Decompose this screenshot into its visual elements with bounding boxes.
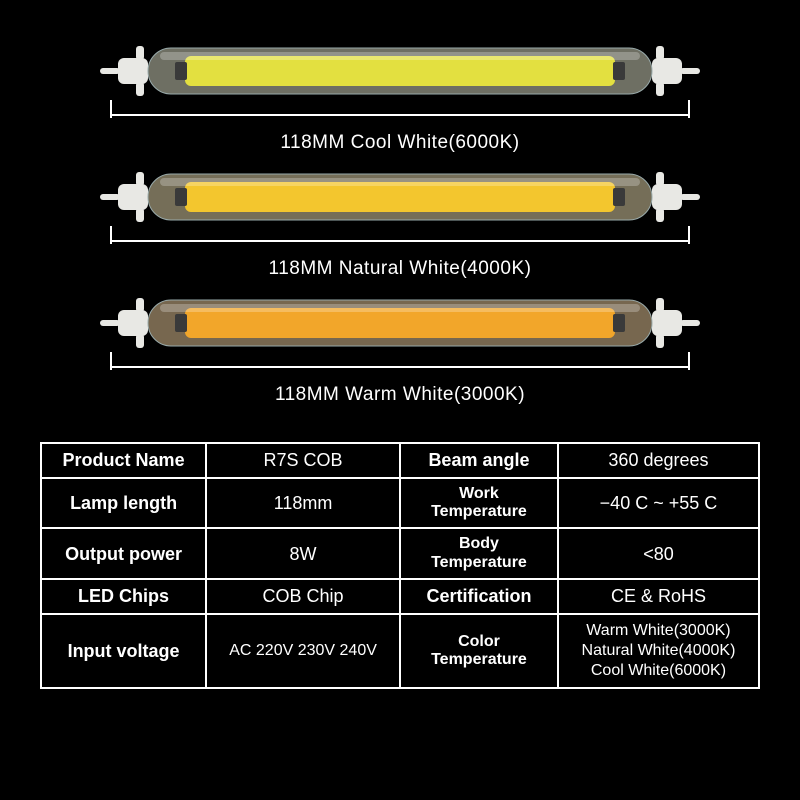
table-row: LED Chips COB Chip Certification CE & Ro… — [41, 579, 759, 614]
cell-header: BodyTemperature — [400, 528, 558, 579]
endcap-right — [652, 46, 700, 96]
table-row: Output power 8W BodyTemperature <80 — [41, 528, 759, 579]
tube-label: 118MM Cool White(6000K) — [70, 132, 730, 154]
cell-header: Input voltage — [41, 614, 206, 688]
tube-block: 118MM Cool White(6000K) — [70, 40, 730, 154]
cell-value: CE & RoHS — [558, 579, 759, 614]
led-tube-icon — [80, 40, 720, 102]
cell-value: 360 degrees — [558, 443, 759, 478]
cell-header: Lamp length — [41, 478, 206, 529]
led-tube-icon — [80, 292, 720, 354]
product-infographic: 118MM Cool White(6000K) — [0, 0, 800, 800]
tube-label: 118MM Warm White(3000K) — [70, 384, 730, 406]
spec-table: Product Name R7S COB Beam angle 360 degr… — [40, 442, 760, 689]
dimension-line — [110, 230, 690, 252]
endcap-left — [100, 46, 148, 96]
tube-block: 118MM Warm White(3000K) — [70, 292, 730, 406]
cell-value: 8W — [206, 528, 400, 579]
table-row: Product Name R7S COB Beam angle 360 degr… — [41, 443, 759, 478]
cell-header: WorkTemperature — [400, 478, 558, 529]
table-row: Lamp length 118mm WorkTemperature −40 C … — [41, 478, 759, 529]
cell-value: Warm White(3000K)Natural White(4000K)Coo… — [558, 614, 759, 688]
table-row: Input voltage AC 220V 230V 240V ColorTem… — [41, 614, 759, 688]
tubes-area: 118MM Cool White(6000K) — [40, 20, 760, 428]
dimension-line — [110, 104, 690, 126]
dimension-line — [110, 356, 690, 378]
cell-value: R7S COB — [206, 443, 400, 478]
cell-header: Beam angle — [400, 443, 558, 478]
tube-block: 118MM Natural White(4000K) — [70, 166, 730, 280]
cell-header: LED Chips — [41, 579, 206, 614]
cell-header: Certification — [400, 579, 558, 614]
cell-header: Product Name — [41, 443, 206, 478]
cell-header: Output power — [41, 528, 206, 579]
cell-value: <80 — [558, 528, 759, 579]
cell-value: AC 220V 230V 240V — [206, 614, 400, 688]
tube-illustration — [70, 292, 730, 354]
cell-header: ColorTemperature — [400, 614, 558, 688]
tube-illustration — [70, 40, 730, 102]
led-tube-icon — [80, 166, 720, 228]
tube-label: 118MM Natural White(4000K) — [70, 258, 730, 280]
cell-value: −40 C ~ +55 C — [558, 478, 759, 529]
tube-illustration — [70, 166, 730, 228]
cell-value: 118mm — [206, 478, 400, 529]
cell-value: COB Chip — [206, 579, 400, 614]
